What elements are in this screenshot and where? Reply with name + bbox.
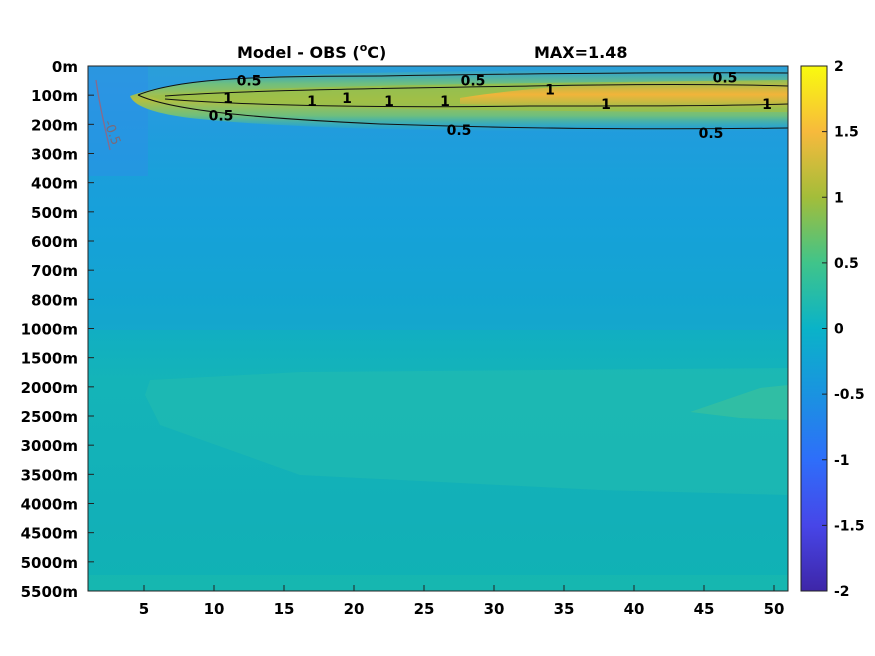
y-tick-label: 3000m [21,437,78,455]
contour-label: 1 [762,97,772,113]
x-axis: 5 10 15 20 25 30 35 40 45 50 [139,585,785,618]
y-tick-label: 800m [31,291,78,309]
x-tick-label: 40 [624,600,645,618]
colorbar-tick-label: -1 [834,453,850,469]
y-tick-label: 200m [31,116,78,134]
y-tick-label: 2500m [21,408,78,426]
contour-label: 1 [342,91,352,107]
x-tick-label: 25 [414,600,435,618]
contour-label: 0.5 [713,71,738,87]
y-tick-label: 300m [31,146,78,164]
y-tick-label: 4000m [21,496,78,514]
title-unit: C) [367,43,386,62]
y-tick-label: 700m [31,262,78,280]
contour-label: 0.5 [461,74,486,90]
colorbar-ticks: 2 1.5 1 0.5 0 -0.5 -1 -1.5 -2 [822,59,865,600]
x-tick-label: 45 [694,600,715,618]
x-tick-label: 5 [139,600,149,618]
colorbar: 2 1.5 1 0.5 0 -0.5 -1 -1.5 -2 [800,59,865,600]
colorbar-tick-label: 1 [834,190,844,206]
contour-label: 1 [601,97,611,113]
y-tick-label: 0m [52,58,78,76]
colorbar-tick-label: -2 [834,584,850,600]
y-tick-label: 2000m [21,379,78,397]
colorbar-tick-label: 2 [834,59,844,75]
x-tick-label: 20 [344,600,365,618]
y-tick-label: 1500m [21,350,78,368]
x-tick-label: 15 [274,600,295,618]
x-tick-label: 30 [484,600,505,618]
y-tick-label: 600m [31,233,78,251]
contour-label: 1 [440,94,450,110]
contour-label: 1 [384,94,394,110]
y-tick-label: 100m [31,87,78,105]
y-axis: 0m 100m 200m 300m 400m 500m 600m 700m 800m 1000m 1… [21,58,94,601]
title-max: MAX=1.48 [534,43,628,62]
title-degree: o [360,41,368,54]
y-tick-label: 500m [31,204,78,222]
y-tick-label: 5500m [21,583,78,601]
colorbar-tick-label: 0.5 [834,256,859,272]
heatmap-field: 0.5 0.5 0.51 1 1 1 111 10.50.5 0.5 -0.5 [88,66,788,591]
contour-lines [137,72,788,130]
contour-label: 1 [307,94,317,110]
colorbar-tick-label: 1.5 [834,125,859,141]
y-tick-label: 3500m [21,466,78,484]
y-tick-label: 4500m [21,525,78,543]
y-tick-label: 1000m [21,321,78,339]
x-tick-label: 50 [764,600,785,618]
x-tick-label: 35 [554,600,575,618]
chart-title: Model - OBS (oC) MAX=1.48 [237,41,628,62]
colorbar-tick-label: -0.5 [834,387,865,403]
contour-label: 0.5 [237,74,262,90]
contour-label: 0.5 [447,123,472,139]
title-left: Model - OBS ( [237,43,360,62]
contour-label: 1 [223,91,233,107]
colorbar-tick-label: -1.5 [834,518,865,534]
contour-label: 0.5 [209,109,234,125]
contour-label: 1 [545,82,555,98]
y-tick-label: 5000m [21,554,78,572]
y-tick-label: 400m [31,175,78,193]
contour-label: 0.5 [699,126,724,142]
x-tick-label: 10 [204,600,225,618]
svg-text:Model - OBS (oC): Model - OBS (oC) [237,41,386,62]
contour-labels: 0.5 0.5 0.51 1 1 1 111 10.50.5 0.5 [209,71,772,142]
colorbar-tick-label: 0 [834,322,844,338]
